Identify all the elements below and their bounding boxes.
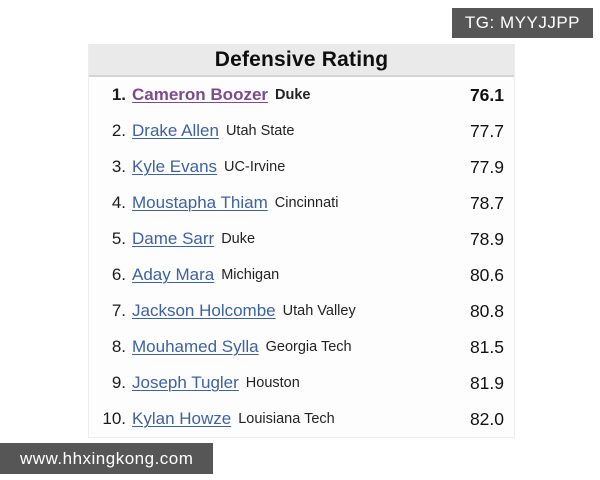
school-label: Houston <box>245 375 300 391</box>
rating-value: 77.7 <box>469 120 504 141</box>
rating-value: 76.1 <box>469 84 504 105</box>
table-row: 9. Joseph Tugler Houston 81.9 <box>89 365 514 401</box>
rating-value: 77.9 <box>469 156 504 177</box>
rating-value: 81.9 <box>469 372 504 393</box>
table-title: Defensive Rating <box>214 47 389 71</box>
rating-value: 80.6 <box>469 264 504 285</box>
table-row: 7. Jackson Holcombe Utah Valley 80.8 <box>89 293 514 329</box>
player-link[interactable]: Drake Allen <box>132 121 219 140</box>
school-label: Cincinnati <box>274 195 339 211</box>
rating-value: 78.7 <box>469 192 504 213</box>
rating-value: 81.5 <box>469 336 504 357</box>
rank-label: 1. <box>111 85 126 104</box>
rank-label: 5. <box>111 229 126 248</box>
player-link[interactable]: Kyle Evans <box>132 157 218 176</box>
school-label: Georgia Tech <box>265 339 352 355</box>
player-link[interactable]: Moustapha Thiam <box>132 193 268 212</box>
table-header: Defensive Rating <box>89 44 514 77</box>
player-link[interactable]: Mouhamed Sylla <box>132 337 259 356</box>
rank-label: 8. <box>111 337 126 356</box>
watermark-telegram-text: TG: MYYJJPP <box>464 13 580 32</box>
player-link[interactable]: Dame Sarr <box>132 229 215 248</box>
table-row: 3. Kyle Evans UC-Irvine 77.9 <box>89 149 514 185</box>
table-row: 8. Mouhamed Sylla Georgia Tech 81.5 <box>89 329 514 365</box>
player-link[interactable]: Kylan Howze <box>132 409 232 428</box>
rank-label: 6. <box>111 265 126 284</box>
rank-label: 7. <box>111 301 126 320</box>
watermark-website-text: www.hhxingkong.com <box>20 448 194 468</box>
school-label: Utah State <box>225 123 295 139</box>
school-label: Louisiana Tech <box>238 411 335 427</box>
table-row: 10. Kylan Howze Louisiana Tech 82.0 <box>89 401 514 437</box>
table-row: 2. Drake Allen Utah State 77.7 <box>89 113 514 149</box>
rank-label: 3. <box>111 157 126 176</box>
rank-label: 9. <box>111 373 126 392</box>
table-row: 6. Aday Mara Michigan 80.6 <box>89 257 514 293</box>
rank-label: 2. <box>111 121 126 140</box>
table-row: 5. Dame Sarr Duke 78.9 <box>89 221 514 257</box>
rating-value: 80.8 <box>469 300 504 321</box>
table-body: 1. Cameron Boozer Duke 76.1 2. Drake All… <box>89 77 514 437</box>
rating-value: 82.0 <box>469 408 504 429</box>
player-link[interactable]: Cameron Boozer <box>132 85 269 104</box>
watermark-telegram-badge: TG: MYYJJPP <box>451 8 593 38</box>
table-row: 4. Moustapha Thiam Cincinnati 78.7 <box>89 185 514 221</box>
school-label: UC-Irvine <box>224 159 286 175</box>
rank-label: 10. <box>102 409 126 428</box>
school-label: Duke <box>221 231 256 247</box>
player-link[interactable]: Jackson Holcombe <box>132 301 276 320</box>
rank-label: 4. <box>111 193 126 212</box>
player-link[interactable]: Joseph Tugler <box>132 373 239 392</box>
school-label: Utah Valley <box>282 303 356 319</box>
table-row: 1. Cameron Boozer Duke 76.1 <box>89 77 514 113</box>
rating-value: 78.9 <box>469 228 504 249</box>
school-label: Duke <box>275 87 311 103</box>
school-label: Michigan <box>221 267 280 283</box>
player-link[interactable]: Aday Mara <box>132 265 215 284</box>
watermark-website-badge: www.hhxingkong.com <box>0 443 214 474</box>
defensive-rating-table: Defensive Rating 1. Cameron Boozer Duke … <box>88 44 515 438</box>
